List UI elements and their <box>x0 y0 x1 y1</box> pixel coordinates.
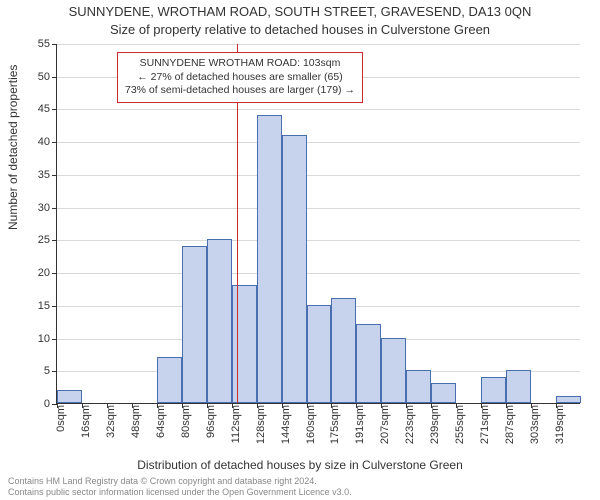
x-axis-label: Distribution of detached houses by size … <box>0 458 600 472</box>
x-tick-label: 16sqm <box>80 405 92 438</box>
histogram-bar <box>282 135 307 403</box>
y-tick-label: 15 <box>38 300 50 312</box>
annotation-line-3: 73% of semi-detached houses are larger (… <box>125 84 355 98</box>
gridline <box>57 273 580 274</box>
y-tick-label: 50 <box>38 71 50 83</box>
y-tick <box>52 175 57 176</box>
y-tick <box>52 273 57 274</box>
histogram-bar <box>207 239 232 403</box>
x-tick-label: 287sqm <box>504 405 516 444</box>
y-tick-label: 5 <box>44 365 50 377</box>
chart-subtitle: Size of property relative to detached ho… <box>0 22 600 37</box>
histogram-plot: 05101520253035404550550sqm16sqm32sqm48sq… <box>56 44 580 404</box>
x-tick-label: 96sqm <box>205 405 217 438</box>
annotation-line-1: SUNNYDENE WROTHAM ROAD: 103sqm <box>125 57 355 71</box>
x-tick-label: 223sqm <box>404 405 416 444</box>
x-tick-label: 319sqm <box>554 405 566 444</box>
y-tick <box>52 142 57 143</box>
y-tick-label: 35 <box>38 169 50 181</box>
histogram-bar <box>182 246 207 403</box>
x-tick-label: 191sqm <box>354 405 366 444</box>
histogram-bar <box>307 305 332 403</box>
x-tick-label: 0sqm <box>55 405 67 432</box>
histogram-bar <box>406 370 431 403</box>
histogram-bar <box>381 338 406 403</box>
y-tick <box>52 77 57 78</box>
x-tick-label: 32sqm <box>105 405 117 438</box>
x-tick-label: 112sqm <box>230 405 242 443</box>
x-tick-label: 144sqm <box>280 405 292 444</box>
histogram-bar <box>232 285 257 403</box>
y-tick <box>52 371 57 372</box>
y-tick-label: 30 <box>38 202 50 214</box>
x-tick-label: 303sqm <box>529 405 541 444</box>
histogram-bar <box>257 115 282 403</box>
y-tick-label: 10 <box>38 333 50 345</box>
footnote: Contains HM Land Registry data © Crown c… <box>8 476 592 498</box>
y-tick <box>52 208 57 209</box>
x-tick-label: 64sqm <box>155 405 167 438</box>
y-tick-label: 55 <box>38 38 50 50</box>
y-tick <box>52 240 57 241</box>
footnote-line-2: Contains public sector information licen… <box>8 487 592 498</box>
y-tick <box>52 109 57 110</box>
y-tick <box>52 339 57 340</box>
y-tick-label: 25 <box>38 234 50 246</box>
y-tick-label: 0 <box>44 398 50 410</box>
histogram-bar <box>481 377 506 403</box>
x-tick-label: 207sqm <box>379 405 391 444</box>
gridline <box>57 109 580 110</box>
y-tick <box>52 306 57 307</box>
y-axis-label: Number of detached properties <box>6 65 20 230</box>
histogram-bar <box>431 383 456 403</box>
gridline <box>57 208 580 209</box>
histogram-bar <box>157 357 182 403</box>
x-tick-label: 80sqm <box>180 405 192 438</box>
gridline <box>57 240 580 241</box>
gridline <box>57 142 580 143</box>
annotation-box: SUNNYDENE WROTHAM ROAD: 103sqm← 27% of d… <box>117 52 363 103</box>
x-tick-label: 255sqm <box>454 405 466 444</box>
y-tick <box>52 44 57 45</box>
histogram-bar <box>506 370 531 403</box>
histogram-bar <box>57 390 82 403</box>
gridline <box>57 44 580 45</box>
gridline <box>57 175 580 176</box>
y-tick-label: 40 <box>38 136 50 148</box>
x-tick-label: 271sqm <box>479 405 491 444</box>
histogram-bar <box>356 324 381 403</box>
y-tick-label: 45 <box>38 103 50 115</box>
chart-title-address: SUNNYDENE, WROTHAM ROAD, SOUTH STREET, G… <box>0 4 600 19</box>
y-tick-label: 20 <box>38 267 50 279</box>
histogram-bar <box>331 298 356 403</box>
x-tick-label: 128sqm <box>255 405 267 444</box>
x-tick-label: 160sqm <box>305 405 317 444</box>
x-tick-label: 239sqm <box>429 405 441 444</box>
footnote-line-1: Contains HM Land Registry data © Crown c… <box>8 476 592 487</box>
histogram-bar <box>556 396 581 403</box>
annotation-line-2: ← 27% of detached houses are smaller (65… <box>125 71 355 85</box>
x-tick-label: 48sqm <box>130 405 142 438</box>
x-tick-label: 175sqm <box>329 405 341 444</box>
